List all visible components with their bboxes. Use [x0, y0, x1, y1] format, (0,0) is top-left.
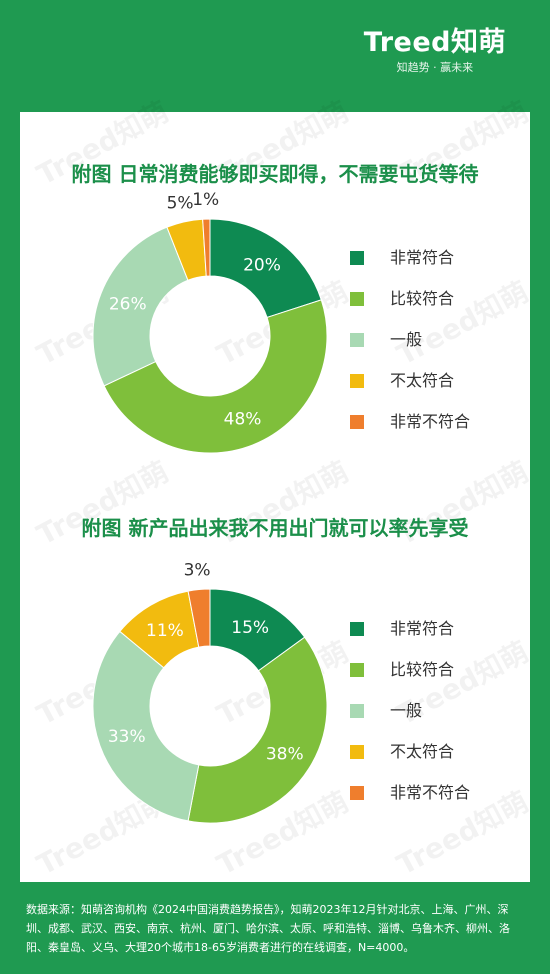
slice-一般 [92, 630, 200, 822]
data-source-note: 数据来源：知萌咨询机构《2024中国消费趋势报告》，知萌2023年12月针对北京… [26, 903, 510, 954]
legend-item: 非常不符合 [350, 782, 520, 804]
legend-swatch [350, 663, 364, 677]
brand-slogan: 知趋势 · 赢未来 [396, 61, 474, 74]
content-panel: Treed知萌 Treed知萌 Treed知萌 Treed知萌 Treed知萌 Treed… [20, 95, 534, 882]
chart-2-title: 附图 新产品出来我不用出门就可以率先享受 [81, 516, 469, 540]
legend-item: 不太符合 [350, 370, 520, 392]
legend-label: 非常符合 [390, 619, 455, 638]
slice-比较符合 [103, 299, 328, 454]
legend-swatch [350, 786, 364, 800]
brand-logo: Treed知萌 [363, 27, 506, 58]
data-label: 38% [266, 744, 304, 764]
watermark: Treed知萌 [391, 274, 534, 372]
data-label: 1% [192, 190, 219, 210]
legend-label: 非常不符合 [390, 412, 471, 431]
legend-label: 一般 [390, 701, 423, 720]
legend-item: 非常符合 [350, 618, 520, 640]
data-label: 26% [109, 294, 147, 314]
legend-item: 非常不符合 [350, 411, 520, 433]
slice-非常符合 [209, 218, 322, 319]
legend-item: 比较符合 [350, 288, 520, 310]
legend-swatch [350, 292, 364, 306]
legend-label: 非常符合 [390, 248, 455, 267]
slice-非常不符合 [187, 588, 211, 648]
slice-非常不符合 [202, 218, 211, 277]
brand-header: Treed知萌 知趋势 · 赢未来 [364, 27, 506, 75]
legend-item: 一般 [350, 700, 520, 722]
legend-item: 非常符合 [350, 247, 520, 269]
data-label: 5% [167, 193, 194, 213]
legend-label: 非常不符合 [390, 783, 471, 802]
chart-2-donut: 15% 38% 33% 11% 3% [92, 561, 328, 824]
data-label: 48% [224, 409, 262, 429]
legend-item: 不太符合 [350, 741, 520, 763]
legend-label: 不太符合 [390, 371, 455, 390]
data-label: 3% [184, 561, 211, 581]
legend-swatch [350, 704, 364, 718]
legend-swatch [350, 333, 364, 347]
data-label: 11% [146, 621, 184, 641]
legend-label: 不太符合 [390, 742, 455, 761]
legend-swatch [350, 745, 364, 759]
legend-swatch [350, 374, 364, 388]
chart-1-title: 附图 日常消费能够即买即得，不需要屯货等待 [71, 162, 479, 186]
data-label: 20% [243, 255, 281, 275]
slice-比较符合 [187, 636, 328, 824]
legend-label: 比较符合 [390, 289, 455, 308]
legend-item: 比较符合 [350, 659, 520, 681]
legend-label: 一般 [390, 330, 423, 349]
data-label: 33% [108, 727, 146, 747]
legend-label: 比较符合 [390, 660, 455, 679]
legend-swatch [350, 622, 364, 636]
legend-swatch [350, 251, 364, 265]
legend-item: 一般 [350, 329, 520, 351]
chart-1-donut: 20% 48% 26% 5%1% [92, 190, 328, 454]
slice-一般 [92, 226, 189, 387]
legend-swatch [350, 415, 364, 429]
data-label: 15% [231, 618, 269, 638]
